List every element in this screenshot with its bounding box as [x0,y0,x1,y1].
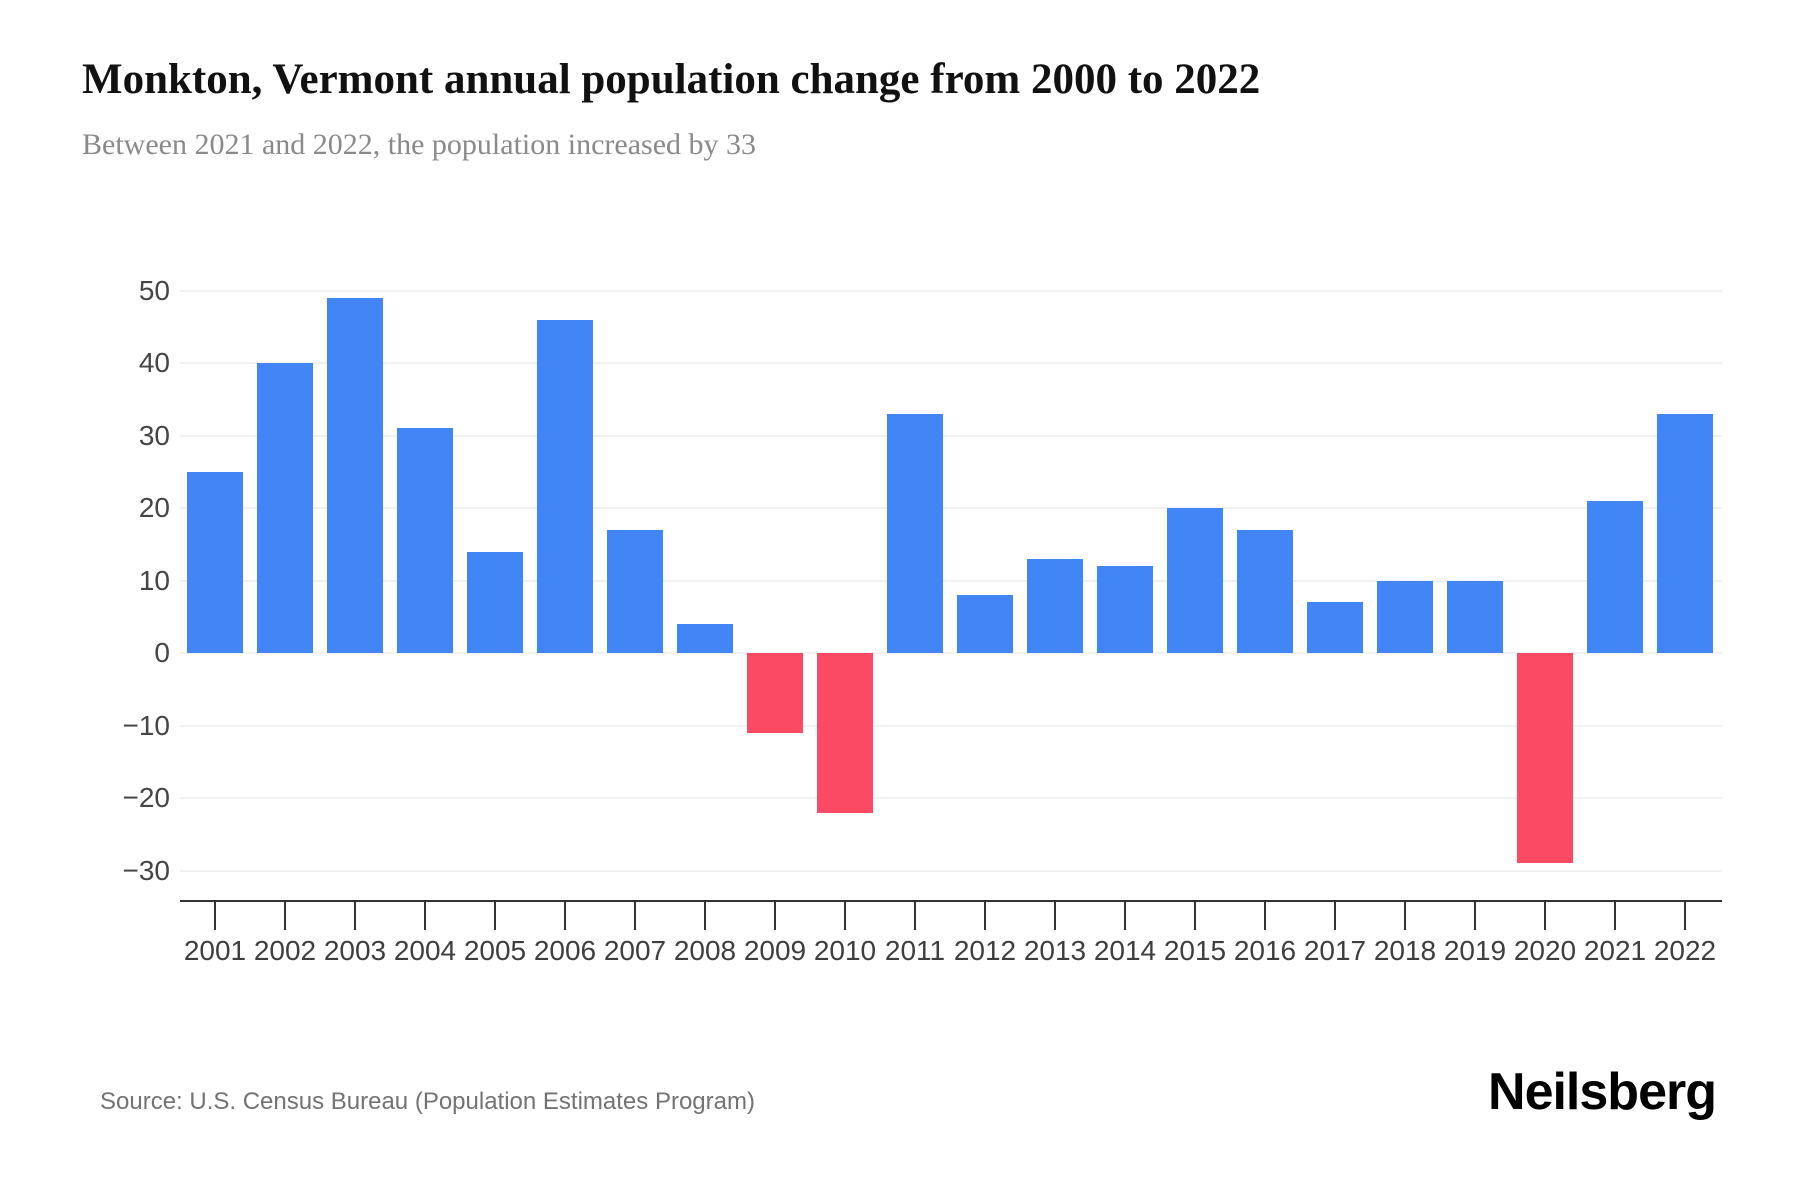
x-axis-tick-2012 [984,902,986,930]
y-axis-tick-label: 50 [138,274,170,306]
x-axis-label-2018: 2018 [1373,935,1437,966]
x-axis-tick-2007 [634,902,636,930]
x-axis-label-2022: 2022 [1653,935,1717,966]
y-axis-tick-label: −20 [122,782,171,813]
x-axis-tick-2008 [704,902,706,930]
x-axis-label-2019: 2019 [1443,935,1507,966]
x-axis-tick-2013 [1054,902,1056,930]
bar-2018 [1377,580,1433,653]
x-axis-tick-2010 [844,902,846,930]
bar-2005 [467,551,523,653]
bar-2008 [677,624,733,653]
x-axis-label-2013: 2013 [1023,935,1087,966]
x-axis-label-2007: 2007 [603,935,667,966]
x-axis-tick-2002 [284,902,286,930]
bar-2011 [887,413,943,653]
x-axis-label-2011: 2011 [884,935,946,966]
x-axis-label-2002: 2002 [253,935,317,966]
gridline-30 [180,434,1722,437]
bar-2014 [1097,566,1153,653]
y-axis-tick-label: 30 [138,419,170,451]
x-axis-tick-2017 [1334,902,1336,930]
bar-2016 [1237,529,1293,653]
gridline--10 [180,724,1722,727]
bar-2021 [1587,500,1643,653]
gridline-50 [180,289,1722,292]
brand-logo: Neilsberg [1488,1063,1717,1121]
x-axis-tick-2018 [1404,902,1406,930]
x-axis-label-2005: 2005 [463,935,527,966]
bar-2022 [1657,413,1713,653]
x-axis-tick-2001 [214,902,216,930]
x-axis-label-2010: 2010 [813,935,877,966]
x-axis-label-2020: 2020 [1513,935,1577,966]
bar-2015 [1167,508,1223,653]
gridline--20 [180,797,1722,799]
bar-2013 [1027,558,1083,653]
source-note: Source: U.S. Census Bureau (Population E… [100,1088,755,1115]
y-axis-tick-label: 40 [138,347,170,378]
x-axis-tick-2006 [564,902,566,930]
x-axis-label-2016: 2016 [1233,935,1297,966]
x-axis-label-2008: 2008 [673,935,737,966]
x-axis-label-2017: 2017 [1303,935,1367,966]
x-axis-label-2012: 2012 [953,935,1017,966]
x-axis-tick-2016 [1264,902,1266,930]
gridline-20 [180,507,1722,509]
x-axis-tick-2011 [914,902,916,930]
bar-2006 [537,319,593,653]
bar-2010 [817,653,873,813]
x-axis-label-2014: 2014 [1093,935,1157,966]
bar-2020 [1517,653,1573,864]
bar-2003 [327,297,383,653]
bar-2017 [1307,602,1363,653]
bar-2012 [957,595,1013,653]
x-axis-tick-2020 [1544,902,1546,930]
bar-2004 [397,428,453,653]
y-axis-tick-label: 0 [154,637,170,668]
x-axis-label-2015: 2015 [1163,935,1227,966]
y-axis-tick-label: 20 [138,492,170,523]
bar-2007 [607,529,663,653]
x-axis-label-2004: 2004 [393,935,457,966]
x-axis-tick-2019 [1474,902,1476,930]
gridline--30 [180,869,1722,872]
x-axis-tick-2022 [1684,902,1686,930]
x-axis-line [180,900,1722,902]
x-axis-label-2003: 2003 [323,935,387,966]
x-axis-tick-2004 [424,902,426,930]
chart-subtitle: Between 2021 and 2022, the population in… [82,128,757,161]
x-axis-label-2009: 2009 [743,935,807,966]
bar-2009 [747,653,803,733]
gridline-40 [180,362,1722,364]
bar-2002 [257,363,313,653]
x-axis-tick-2005 [494,902,496,930]
y-axis-tick-label: 10 [138,564,170,596]
gridline-0 [180,652,1722,654]
x-axis-tick-2015 [1194,902,1196,930]
bar-2019 [1447,580,1503,653]
bar-2001 [187,471,243,653]
x-axis-label-2001: 2001 [183,935,247,966]
chart-title: Monkton, Vermont annual population chang… [82,56,1261,103]
y-axis-tick-label: −30 [122,854,171,886]
x-axis-tick-2009 [774,902,776,930]
x-axis-label-2021: 2021 [1583,935,1647,966]
x-axis-label-2006: 2006 [533,935,597,966]
x-axis-tick-2014 [1124,902,1126,930]
x-axis-tick-2021 [1614,902,1616,930]
x-axis-tick-2003 [354,902,356,930]
y-axis-tick-label: −10 [122,709,171,741]
gridline-10 [180,579,1722,582]
